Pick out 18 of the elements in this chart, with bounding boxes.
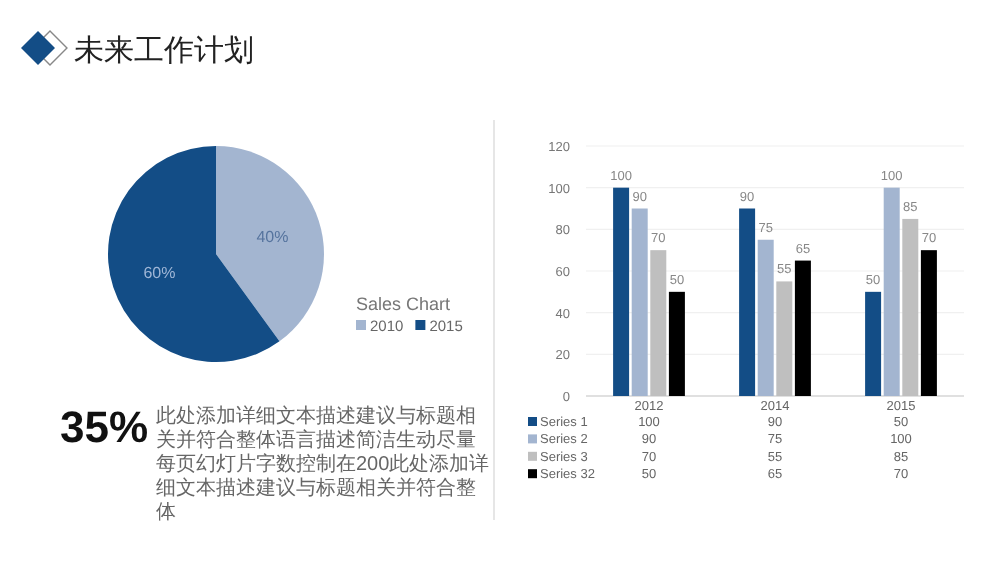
bar [776, 281, 793, 396]
bar [794, 260, 811, 396]
bar [920, 250, 937, 396]
bar [757, 239, 774, 396]
bar [631, 208, 648, 396]
data-label: 60% [143, 264, 176, 283]
chart-title: 未来工作计划 [74, 34, 254, 68]
text: 此处添加详细文本描述建议与标题相关并符合整体语言描述简洁生动尽量每页幻灯片字数控制在200此处添加详细文本描述建议与标题相关并符合整体 [156, 404, 490, 524]
bar [902, 218, 919, 396]
bar [668, 291, 685, 396]
bar [613, 187, 630, 396]
bar [883, 187, 900, 396]
bar [650, 250, 667, 396]
legend-title: Sales Chart [356, 294, 452, 314]
data-label: 40% [256, 227, 289, 246]
text: 35% [60, 402, 149, 452]
bar [739, 208, 756, 396]
bar [865, 291, 882, 396]
